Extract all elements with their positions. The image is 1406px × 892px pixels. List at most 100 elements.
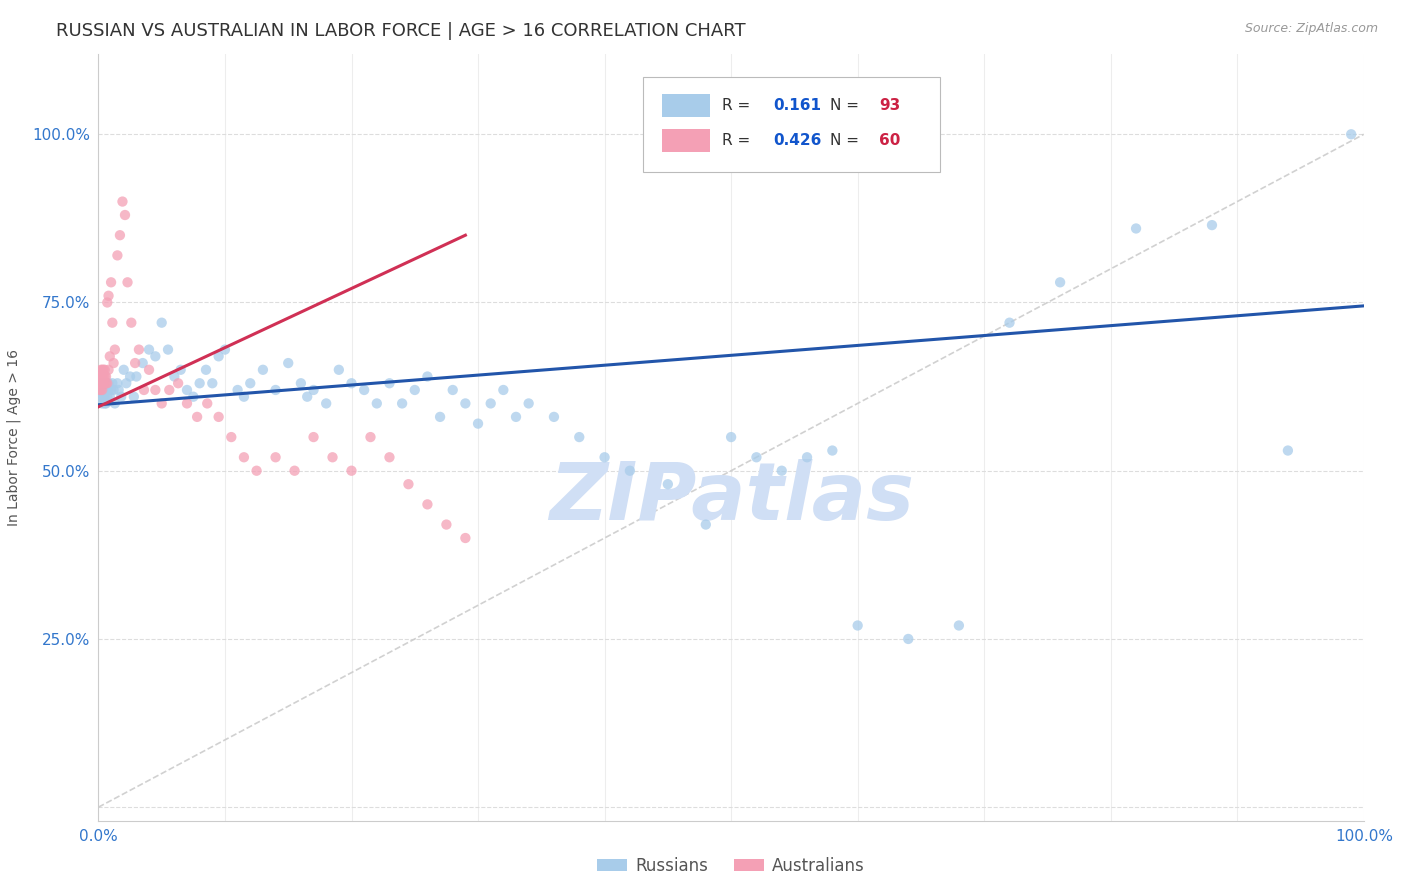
Text: RUSSIAN VS AUSTRALIAN IN LABOR FORCE | AGE > 16 CORRELATION CHART: RUSSIAN VS AUSTRALIAN IN LABOR FORCE | A…: [56, 22, 745, 40]
Text: ZIPatlas: ZIPatlas: [548, 459, 914, 538]
Point: [568, 430, 591, 444]
Point: [94, 369, 117, 384]
Point: [96, 383, 118, 397]
Point: [94, 396, 117, 410]
Bar: [661, 128, 710, 152]
Point: [157, 383, 180, 397]
Point: [93, 376, 117, 391]
Point: [93, 369, 115, 384]
Point: [328, 363, 350, 377]
Point: [150, 396, 173, 410]
Point: [122, 390, 145, 404]
Point: [150, 316, 173, 330]
Point: [290, 376, 312, 391]
Text: Source: ZipAtlas.com: Source: ZipAtlas.com: [1244, 22, 1378, 36]
Point: [115, 376, 138, 391]
Point: [396, 477, 419, 491]
Point: [90, 383, 112, 397]
Point: [94, 383, 117, 397]
Point: [297, 390, 319, 404]
Point: [125, 369, 148, 384]
Point: [169, 363, 191, 377]
Y-axis label: In Labor Force | Age > 16: In Labor Force | Age > 16: [7, 349, 21, 525]
Point: [233, 390, 256, 404]
Point: [264, 450, 287, 465]
Point: [277, 356, 299, 370]
Point: [100, 275, 122, 289]
Point: [107, 376, 129, 391]
Point: [998, 316, 1021, 330]
Text: N =: N =: [830, 133, 863, 148]
Point: [429, 409, 451, 424]
Point: [97, 363, 120, 377]
Point: [93, 383, 115, 397]
Point: [145, 383, 166, 397]
Point: [675, 173, 697, 187]
Point: [93, 363, 117, 377]
Point: [128, 343, 150, 357]
Point: [89, 376, 111, 391]
Point: [91, 383, 114, 397]
Point: [745, 450, 768, 465]
Point: [1277, 443, 1299, 458]
Point: [246, 464, 269, 478]
Text: 0.161: 0.161: [773, 98, 821, 113]
FancyBboxPatch shape: [643, 77, 941, 172]
Point: [98, 349, 121, 363]
Point: [821, 443, 844, 458]
Point: [94, 376, 117, 391]
Point: [321, 450, 344, 465]
Point: [96, 295, 118, 310]
Point: [186, 409, 208, 424]
Point: [846, 618, 869, 632]
Point: [1049, 275, 1071, 289]
Point: [176, 396, 198, 410]
Point: [675, 203, 697, 218]
Point: [93, 390, 117, 404]
Point: [340, 376, 363, 391]
Point: [93, 376, 115, 391]
Point: [103, 356, 125, 370]
Point: [97, 376, 120, 391]
Point: [112, 363, 135, 377]
Point: [1125, 221, 1147, 235]
Point: [89, 383, 111, 397]
Point: [117, 275, 139, 289]
Point: [97, 383, 120, 397]
Point: [183, 390, 205, 404]
Point: [226, 383, 249, 397]
Point: [114, 208, 136, 222]
Point: [208, 409, 231, 424]
Point: [194, 363, 218, 377]
Point: [284, 464, 307, 478]
Point: [90, 376, 112, 391]
Point: [436, 517, 458, 532]
Point: [90, 383, 112, 397]
Text: 93: 93: [879, 98, 900, 113]
Point: [138, 343, 160, 357]
Point: [366, 396, 388, 410]
Point: [132, 356, 155, 370]
Point: [176, 383, 198, 397]
Point: [93, 376, 115, 391]
Point: [214, 343, 236, 357]
Point: [93, 383, 117, 397]
Point: [492, 383, 515, 397]
Point: [96, 390, 118, 404]
Point: [378, 376, 401, 391]
Point: [167, 376, 190, 391]
Point: [770, 464, 793, 478]
Point: [91, 396, 114, 410]
Point: [163, 369, 186, 384]
Text: N =: N =: [830, 98, 863, 113]
Point: [111, 194, 134, 209]
Point: [132, 383, 155, 397]
Point: [91, 383, 114, 397]
Point: [100, 383, 122, 397]
Point: [208, 349, 231, 363]
Point: [796, 450, 818, 465]
Point: [90, 363, 112, 377]
Point: [391, 396, 413, 410]
Point: [505, 409, 527, 424]
Point: [517, 396, 540, 410]
